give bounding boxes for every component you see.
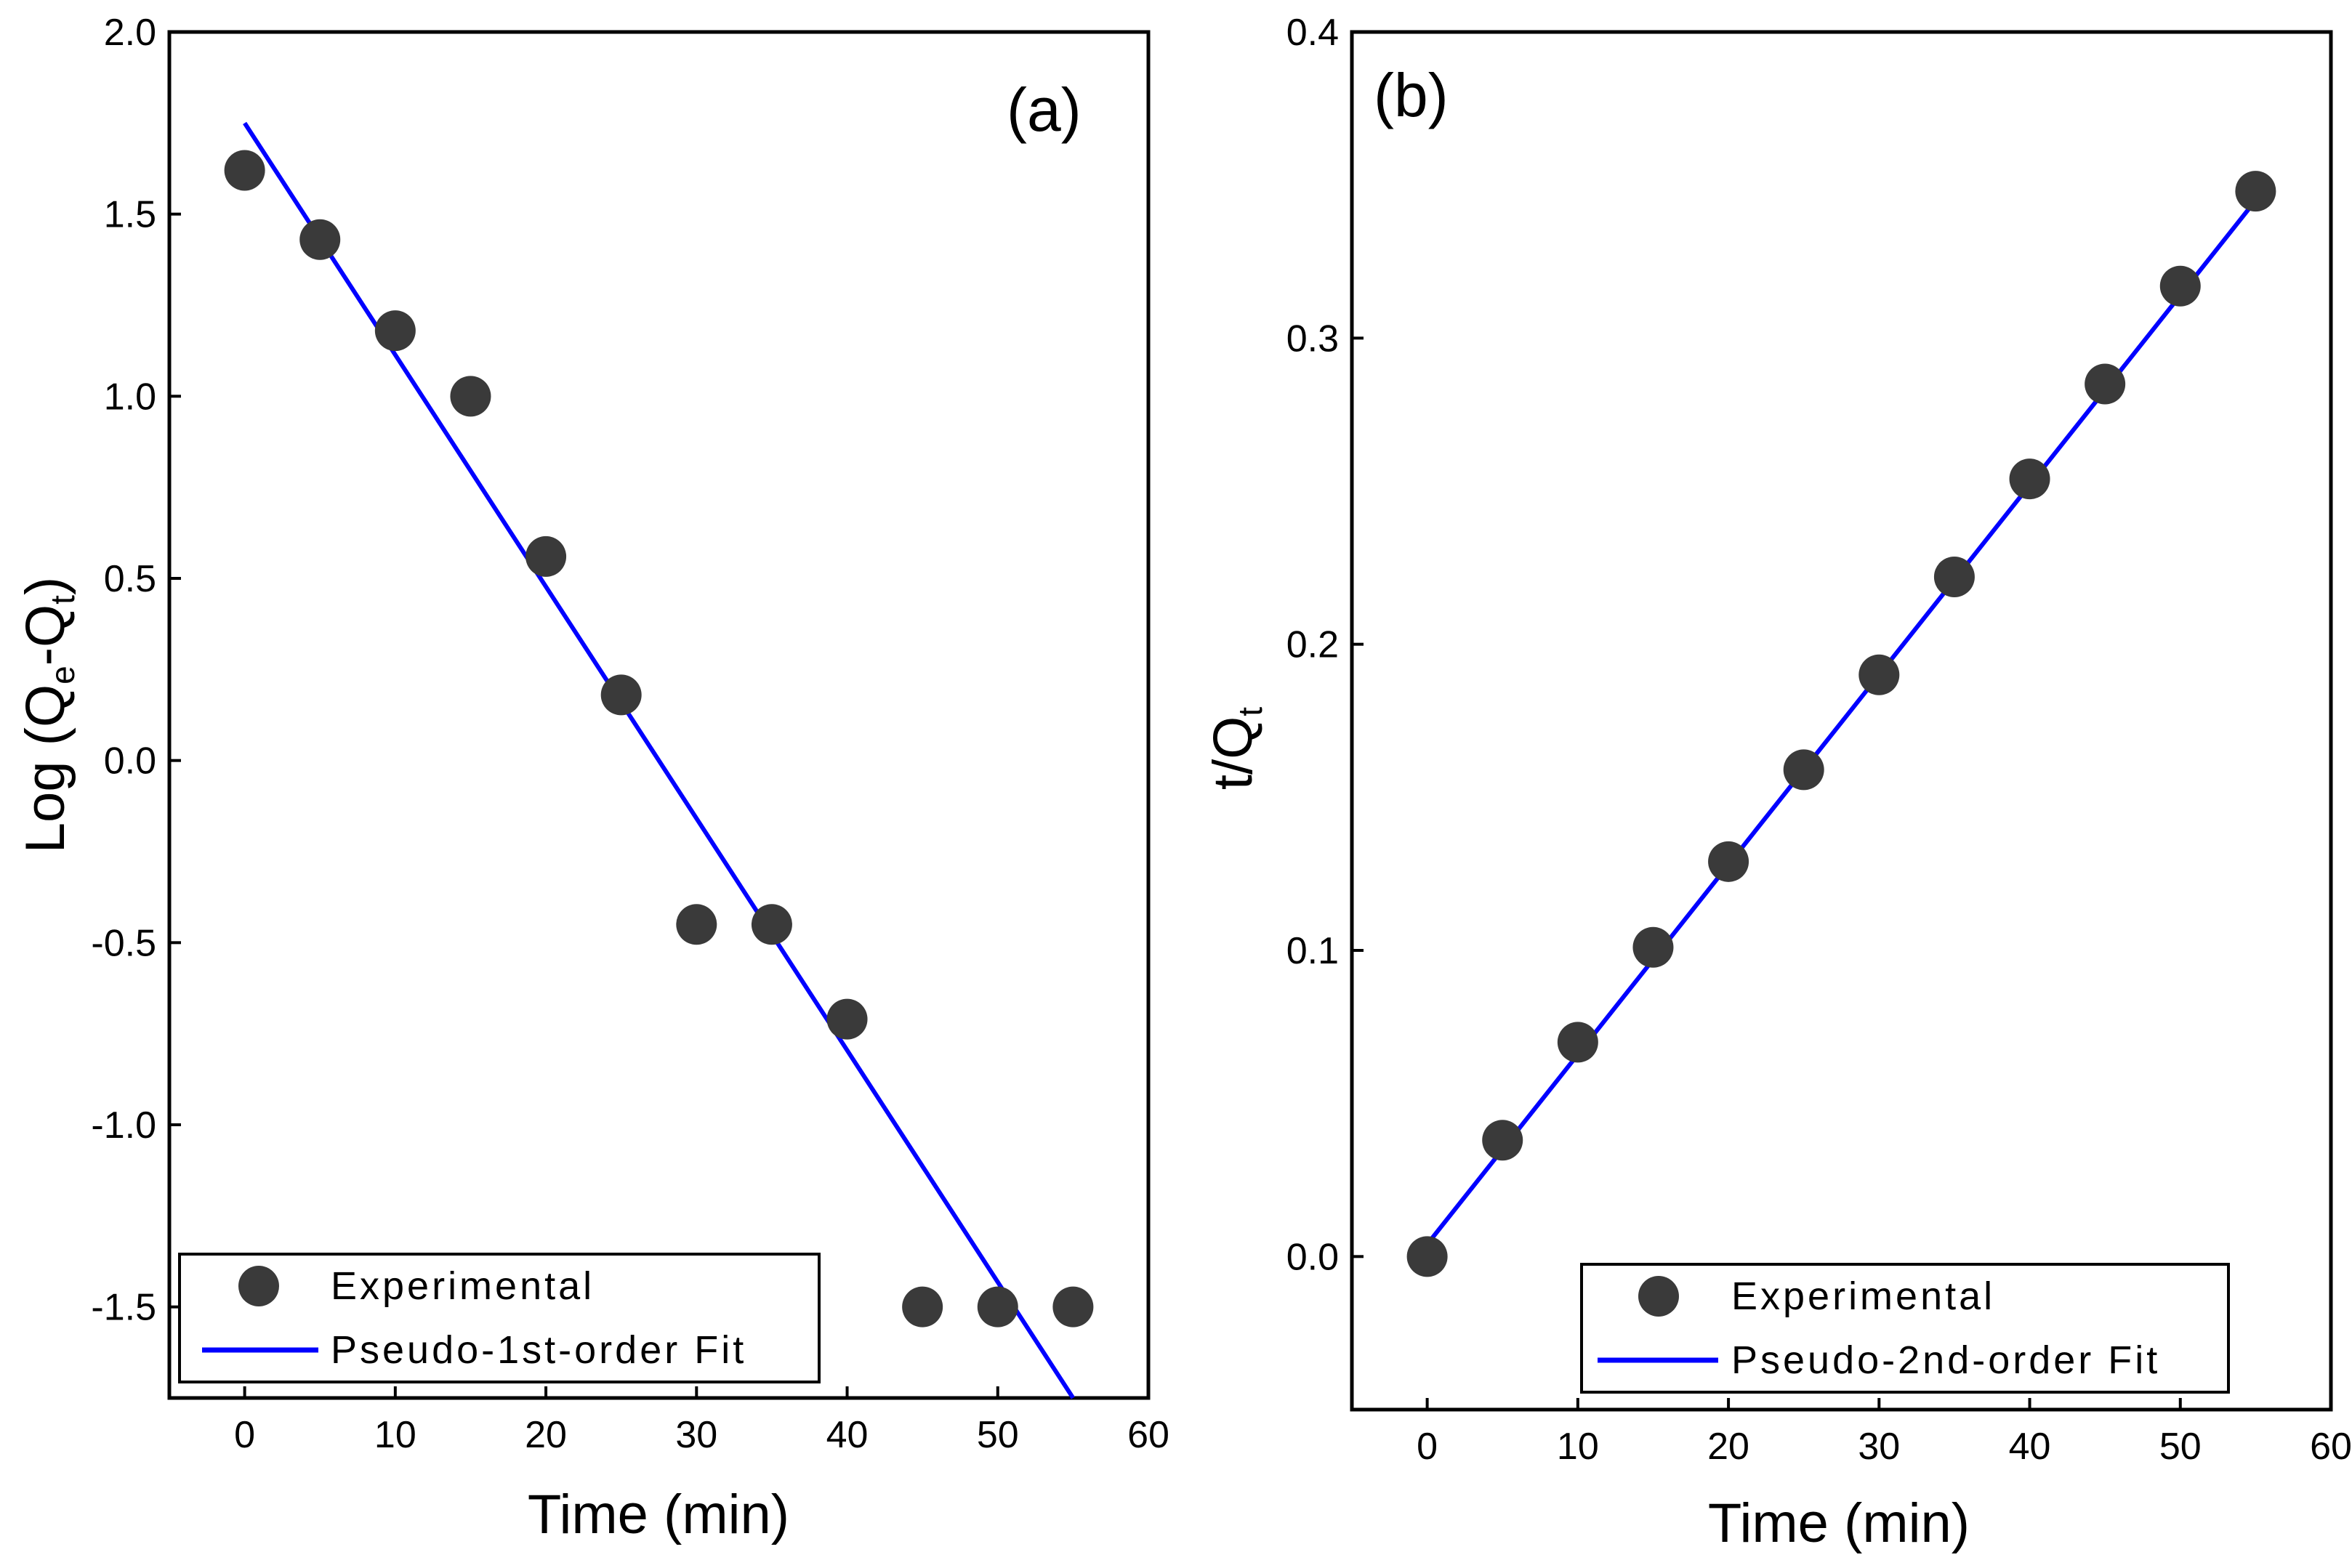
data-point — [977, 1286, 1018, 1327]
y-tick-label: 0.1 — [1286, 930, 1339, 972]
x-tick-label: 60 — [1127, 1414, 1169, 1456]
y-tick-labels-b: 0.0 0.1 0.2 0.3 0.4 — [1286, 12, 1339, 1278]
data-points-b — [1406, 171, 2276, 1277]
data-point — [1482, 1120, 1523, 1161]
y-tick-label: -1.5 — [91, 1287, 156, 1329]
data-point — [374, 310, 416, 352]
data-point — [676, 904, 717, 945]
panel-label-a: (a) — [1007, 76, 1082, 144]
x-tick-label: 30 — [675, 1414, 717, 1456]
legend-a: Experimental Pseudo-1st-order Fit — [178, 1253, 821, 1383]
data-point — [1406, 1236, 1448, 1277]
y-tick-label: -0.5 — [91, 922, 156, 964]
panel-b: 0 10 20 30 40 50 60 0.0 0.1 0.2 0.3 0.4 (b) Time (… — [1202, 12, 2352, 1554]
x-tick-labels-b: 0 10 20 30 40 50 60 — [1417, 1426, 2352, 1468]
legend-b: Experimental Pseudo-2nd-order Fit — [1580, 1263, 2230, 1394]
y-tick-label: 1.0 — [104, 376, 156, 418]
data-point — [1933, 556, 1975, 597]
legend-label-fit-b: Pseudo-2nd-order Fit — [1731, 1338, 2160, 1382]
x-tick-label: 40 — [826, 1414, 869, 1456]
y-tick-label: 1.5 — [104, 194, 156, 236]
data-point — [224, 150, 265, 191]
data-point — [450, 376, 491, 417]
x-tick-labels-a: 0 10 20 30 40 50 60 — [234, 1414, 1169, 1456]
y-axis-title-b-main: t/Q — [1202, 716, 1264, 790]
y-tick-labels-a: -1.5 -1.0 -0.5 0.0 0.5 1.0 1.5 2.0 — [91, 12, 156, 1329]
fit-line — [243, 121, 1075, 1399]
y-tick-label: 0.0 — [1286, 1236, 1339, 1278]
y-axis-title-b-sub1: t — [1231, 707, 1269, 716]
plot-frame-b — [1350, 30, 2333, 1412]
data-point — [2085, 363, 2126, 405]
data-point — [902, 1286, 943, 1327]
x-axis-title-b: Time (min) — [1708, 1492, 1970, 1554]
y-tick-label: 0.4 — [1286, 12, 1339, 54]
x-tick-label: 50 — [977, 1414, 1019, 1456]
tick-marks-b — [1352, 31, 2332, 1410]
data-point — [600, 674, 642, 716]
data-points-a — [224, 150, 1094, 1327]
y-tick-label: 0.0 — [104, 740, 156, 783]
legend-box-a — [178, 1253, 821, 1383]
x-tick-label: 10 — [374, 1414, 416, 1456]
legend-marker-b — [1638, 1276, 1679, 1317]
y-axis-title-a: Log (Qe-Qt) — [15, 577, 81, 853]
x-tick-label: 40 — [2009, 1426, 2051, 1468]
data-point — [2235, 171, 2276, 212]
x-tick-label: 0 — [1417, 1426, 1438, 1468]
data-point — [1632, 926, 1674, 968]
data-point — [826, 998, 868, 1040]
fit-line — [1425, 198, 2258, 1246]
y-tick-label: -1.0 — [91, 1104, 156, 1147]
data-point — [2009, 458, 2050, 500]
y-axis-title-a-main: Log (Q — [15, 684, 76, 853]
x-tick-label: 30 — [1858, 1426, 1900, 1468]
legend-marker-a — [238, 1266, 279, 1306]
legend-label-experimental-b: Experimental — [1731, 1274, 1995, 1318]
legend-box-b — [1580, 1263, 2230, 1394]
data-point — [1783, 749, 1824, 791]
x-tick-label: 50 — [2159, 1426, 2202, 1468]
legend-label-fit-a: Pseudo-1st-order Fit — [331, 1328, 746, 1372]
tick-marks-a — [169, 31, 1150, 1398]
plot-frame-a — [167, 30, 1151, 1400]
x-tick-label: 20 — [1707, 1426, 1749, 1468]
y-axis-title-a-sub1: e — [44, 666, 81, 684]
y-axis-title-a-mid: -Q — [15, 605, 76, 666]
data-point — [2159, 265, 2201, 307]
x-tick-label: 20 — [525, 1414, 567, 1456]
data-point — [751, 904, 792, 945]
y-tick-label: 0.2 — [1286, 624, 1339, 666]
x-tick-label: 60 — [2310, 1426, 2352, 1468]
x-tick-label: 10 — [1557, 1426, 1599, 1468]
data-point — [525, 536, 567, 577]
y-tick-label: 0.5 — [104, 558, 156, 600]
y-axis-title-a-sub2: t — [44, 595, 81, 605]
x-tick-label: 0 — [234, 1414, 255, 1456]
x-axis-title-a: Time (min) — [528, 1484, 789, 1545]
panel-a: 0 10 20 30 40 50 60 -1.5 -1.0 -0.5 0.0 0.5 1.0 1.5 2.… — [15, 12, 1169, 1545]
fit-line-a — [243, 121, 1075, 1399]
y-axis-title-b: t/Qt — [1202, 707, 1269, 790]
data-point — [1052, 1286, 1094, 1327]
data-point — [1708, 841, 1749, 882]
data-point — [299, 219, 341, 260]
data-point — [1858, 654, 1900, 695]
data-point — [1557, 1022, 1598, 1063]
y-axis-title-a-end: ) — [15, 577, 76, 595]
fit-line-b — [1425, 198, 2258, 1246]
y-tick-label: 0.3 — [1286, 318, 1339, 360]
panel-label-b: (b) — [1374, 61, 1449, 129]
legend-label-experimental-a: Experimental — [331, 1264, 595, 1308]
y-tick-label: 2.0 — [104, 12, 156, 54]
